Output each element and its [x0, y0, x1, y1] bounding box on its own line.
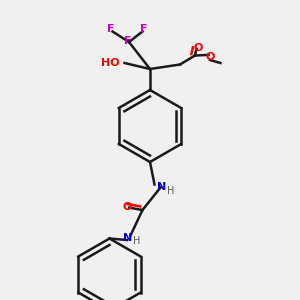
Text: H: H — [133, 236, 140, 247]
Text: O: O — [193, 43, 203, 53]
Text: O: O — [205, 52, 215, 62]
Text: F: F — [124, 35, 131, 46]
Text: N: N — [123, 233, 132, 243]
Text: N: N — [158, 182, 166, 192]
Text: F: F — [140, 23, 148, 34]
Text: O: O — [123, 202, 132, 212]
Text: F: F — [107, 23, 115, 34]
Text: HO: HO — [101, 58, 120, 68]
Text: H: H — [167, 185, 175, 196]
